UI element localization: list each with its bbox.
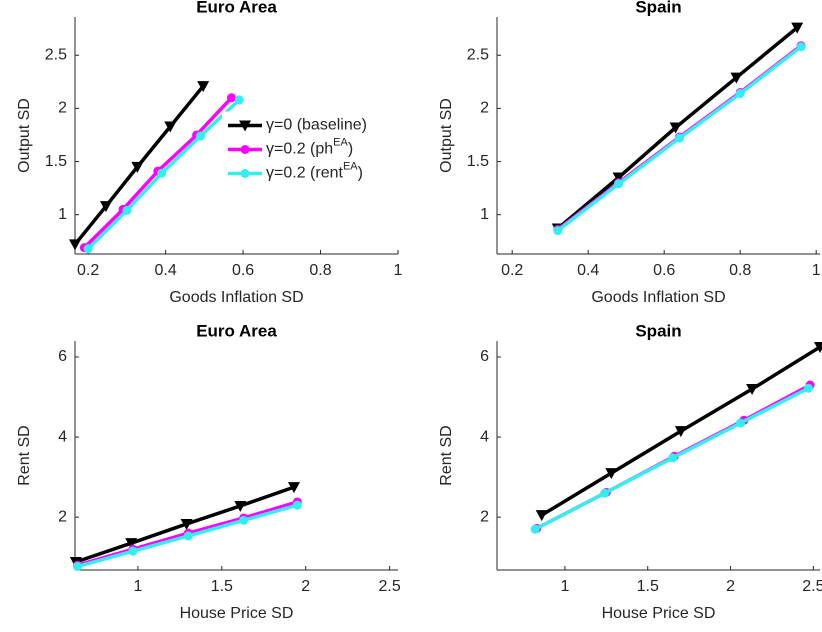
y-tick-label: 6 xyxy=(480,348,489,365)
legend-marker xyxy=(239,120,251,132)
marker xyxy=(796,42,806,52)
y-tick-label: 1.5 xyxy=(45,153,67,170)
x-tick-label: 0.8 xyxy=(729,262,751,279)
legend-marker xyxy=(240,169,250,178)
marker xyxy=(674,133,684,143)
x-tick-label: 0.2 xyxy=(77,262,99,279)
marker xyxy=(83,244,93,254)
marker xyxy=(157,168,167,178)
legend: γ=0 (baseline) γ=0.2 (phEA) γ=0.2 (rentEA) xyxy=(222,111,394,188)
x-axis-label: House Price SD xyxy=(602,605,716,622)
marker xyxy=(730,72,743,84)
x-tick-label: 1 xyxy=(812,262,821,279)
x-axis-label: House Price SD xyxy=(180,605,294,622)
marker xyxy=(197,81,210,93)
marker xyxy=(814,342,822,354)
x-tick-label: 2 xyxy=(301,578,310,595)
y-axis-label: Output SD xyxy=(16,98,33,173)
marker xyxy=(746,384,759,396)
marker xyxy=(287,482,300,494)
marker xyxy=(183,531,193,541)
marker xyxy=(128,546,138,556)
marker xyxy=(674,426,687,438)
marker xyxy=(553,226,563,236)
subplot: Euro Area House Price SD Rent SD 1 1.5 2 2.5 2 4… xyxy=(16,321,401,622)
x-tick-label: 1 xyxy=(560,578,569,595)
x-tick-label: 0.4 xyxy=(577,262,599,279)
marker xyxy=(234,95,244,105)
subplot: Euro Area Goods Inflation SD Output SD 0.2 0… xyxy=(16,0,402,306)
y-tick-label: 2 xyxy=(480,508,489,525)
legend-label: γ=0.2 (phEA) xyxy=(266,136,353,157)
marker xyxy=(735,89,745,99)
x-axis-label: Goods Inflation SD xyxy=(169,289,303,306)
subplot: Spain Goods Inflation SD Output SD 0.2 0.4 0.… xyxy=(438,0,821,306)
marker xyxy=(195,131,205,141)
x-tick-label: 1 xyxy=(394,262,403,279)
marker xyxy=(669,122,682,134)
y-tick-label: 6 xyxy=(58,348,67,365)
x-tick-label: 2.5 xyxy=(378,578,400,595)
y-tick-label: 2 xyxy=(480,100,489,117)
x-axis-label: Goods Inflation SD xyxy=(591,289,725,306)
x-tick-label: 0.6 xyxy=(653,262,675,279)
y-tick-label: 1 xyxy=(480,206,489,223)
marker xyxy=(791,22,804,34)
legend-label: γ=0.2 (rentEA) xyxy=(266,160,363,181)
y-tick-label: 2 xyxy=(58,508,67,525)
y-tick-label: 1.5 xyxy=(467,153,489,170)
marker xyxy=(668,453,678,463)
marker xyxy=(535,510,548,522)
marker xyxy=(69,239,81,251)
marker xyxy=(180,518,193,530)
y-tick-label: 2.5 xyxy=(467,46,489,63)
marker xyxy=(614,179,624,189)
marker xyxy=(234,500,247,512)
marker xyxy=(735,418,745,428)
legend-marker xyxy=(240,145,250,154)
marker xyxy=(292,500,302,510)
y-axis-label: Output SD xyxy=(438,98,455,173)
marker xyxy=(605,468,618,480)
subplot: Spain House Price SD Rent SD 1 1.5 2 2.5 2 4 6 xyxy=(438,321,822,622)
x-tick-label: 2 xyxy=(726,578,735,595)
x-tick-label: 1.5 xyxy=(637,578,659,595)
marker xyxy=(803,383,813,393)
subplot-title: Euro Area xyxy=(196,0,277,16)
x-tick-label: 0.4 xyxy=(155,262,177,279)
marker xyxy=(125,538,138,550)
marker xyxy=(73,561,83,571)
subplot-title: Spain xyxy=(635,0,681,16)
marker xyxy=(530,524,540,534)
x-tick-label: 0.2 xyxy=(501,262,523,279)
legend-label: γ=0 (baseline) xyxy=(266,117,367,134)
y-tick-label: 2.5 xyxy=(45,46,67,63)
subplot-title: Spain xyxy=(635,321,681,340)
x-tick-label: 2.5 xyxy=(802,578,822,595)
y-tick-label: 4 xyxy=(58,428,67,445)
marker xyxy=(131,161,144,173)
marker xyxy=(600,488,610,498)
subplot-title: Euro Area xyxy=(196,321,277,340)
x-tick-label: 0.6 xyxy=(232,262,254,279)
marker xyxy=(99,201,112,213)
x-tick-label: 0.8 xyxy=(309,262,331,279)
y-tick-label: 1 xyxy=(58,206,67,223)
x-tick-label: 1 xyxy=(133,578,142,595)
x-tick-label: 1.5 xyxy=(211,578,233,595)
marker xyxy=(164,121,177,133)
y-axis-label: Rent SD xyxy=(16,425,33,485)
y-tick-label: 4 xyxy=(480,428,489,445)
y-tick-label: 2 xyxy=(58,100,67,117)
marker xyxy=(226,93,236,103)
marker xyxy=(122,205,132,215)
marker xyxy=(239,515,249,525)
marker xyxy=(612,172,625,184)
y-axis-label: Rent SD xyxy=(438,425,455,485)
